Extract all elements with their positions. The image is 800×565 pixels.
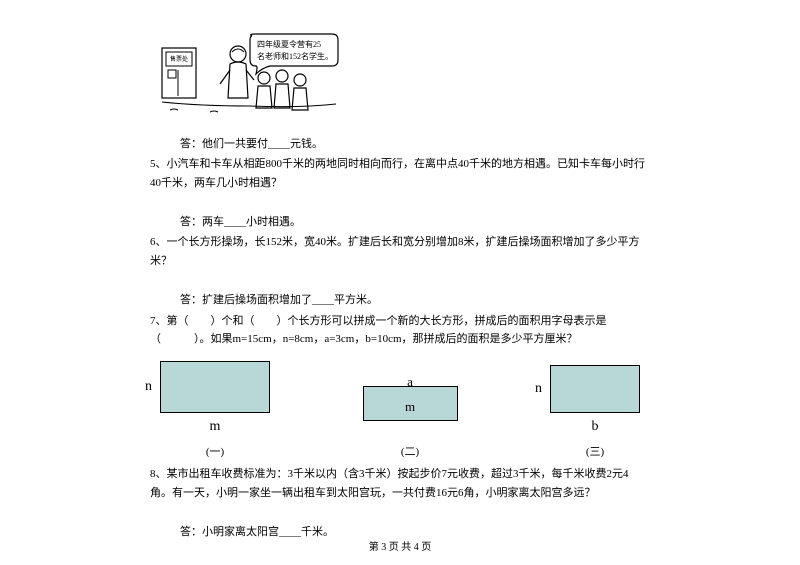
- shape2-inside-label: m: [405, 396, 415, 418]
- shape1-left-label: n: [145, 375, 152, 399]
- shape-3: n b (三): [550, 365, 640, 461]
- shape1-bottom-label: m: [210, 415, 221, 439]
- page-footer: 第 3 页 共 4 页: [0, 538, 800, 553]
- q5-answer: 答：两车____小时相遇。: [150, 213, 650, 232]
- q7-text: 7、第（ ）个和（ ）个长方形可以拼成一个新的大长方形，拼成后的面积用字母表示是…: [150, 312, 650, 349]
- shape-2: a m (二): [363, 386, 458, 462]
- page-content: 售票处 四年级夏令营有25 名老师和152名学生。 答：他们: [0, 0, 800, 541]
- q5-text: 5、小汽车和卡车从相距800千米的两地同时相向而行，在离中点40千米的地方相遇。…: [150, 155, 650, 192]
- q6-text: 6、一个长方形操场，长152米，宽40米。扩建后长和宽分别增加8米，扩建后操场面…: [150, 233, 650, 270]
- bubble-line1: 四年级夏令营有25: [257, 39, 321, 49]
- q6-answer: 答：扩建后操场面积增加了____平方米。: [150, 291, 650, 310]
- shape3-caption: (三): [586, 443, 604, 462]
- shape2-caption: (二): [401, 443, 419, 462]
- shape1-caption: (一): [206, 443, 224, 462]
- shape3-bottom-label: b: [592, 415, 599, 439]
- q4-answer: 答：他们一共要付____元钱。: [150, 135, 650, 154]
- q8-text: 8、某市出租车收费标准为：3千米以内（含3千米）按起步价7元收费，超过3千米，每…: [150, 465, 650, 502]
- shape2-top-label: a: [407, 371, 413, 393]
- shapes-row: n m (一) a m (二) n b (三): [150, 361, 650, 461]
- shape-1: n m (一): [160, 361, 270, 461]
- booth-label: 售票处: [170, 55, 188, 63]
- bubble-line2: 名老师和152名学生。: [257, 51, 333, 61]
- shape3-left-label: n: [535, 377, 542, 401]
- ticket-booth-illustration: 售票处 四年级夏令营有25 名老师和152名学生。: [160, 30, 650, 127]
